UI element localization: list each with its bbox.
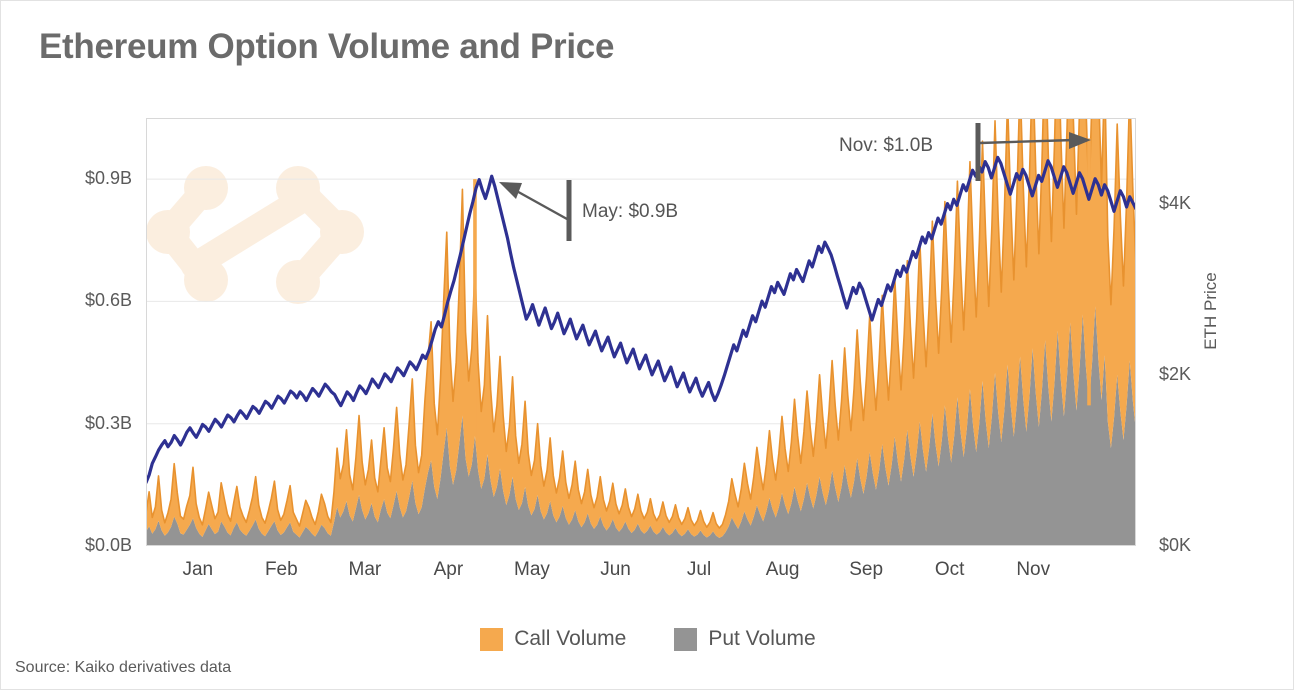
legend-swatch-put-icon	[674, 627, 698, 651]
y-axis-tick-right: $0K	[1159, 535, 1192, 555]
annotation-nov-label: Nov: $1.0B	[839, 135, 933, 156]
plot-border	[146, 118, 1136, 546]
y-axis-tick-left: $0.9B	[84, 168, 132, 189]
area-call-volume	[146, 118, 1136, 538]
x-axis-tick-jun: Jun	[600, 559, 631, 580]
y-axis-tick-right: $2K	[1159, 363, 1192, 384]
legend-item-call-volume[interactable]: Call Volume	[480, 627, 626, 651]
legend-item-put-volume[interactable]: Put Volume	[674, 627, 816, 651]
x-axis-tick-nov: Nov	[1016, 559, 1051, 580]
source-caption: Source: Kaiko derivatives data	[15, 659, 232, 676]
x-axis-tick-aug: Aug	[765, 559, 800, 580]
y-axis-label-right: ETH Price	[1201, 272, 1220, 350]
annotation-may-label: May: $0.9B	[582, 201, 679, 222]
x-axis-tick-sep: Sep	[849, 559, 884, 580]
legend-label-put: Put Volume	[708, 627, 816, 650]
y-axis-tick-left: $0.6B	[84, 290, 132, 311]
kaiko-watermark-logo	[146, 166, 364, 304]
legend-label-call: Call Volume	[514, 627, 627, 650]
y-axis-tick-left: $0.3B	[84, 412, 132, 433]
area-call-outline	[146, 118, 1136, 529]
line-eth-price	[146, 155, 1136, 485]
x-axis-tick-may: May	[514, 559, 550, 580]
area-put-volume	[146, 306, 1136, 546]
x-axis-tick-feb: Feb	[264, 559, 298, 580]
y-axis-tick-left: $0.0B	[84, 535, 132, 555]
chart-plot-svg	[146, 118, 1136, 546]
page-title: Ethereum Option Volume and Price	[39, 27, 615, 66]
x-axis-tick-jul: Jul	[686, 559, 712, 580]
plot-area	[146, 118, 1136, 546]
legend-swatch-call-icon	[480, 627, 504, 651]
chart-legend: Call Volume Put Volume	[1, 627, 1294, 651]
chart-series	[146, 118, 1136, 546]
x-axis-tick-jan: Jan	[182, 559, 214, 580]
x-axis-tick-oct: Oct	[934, 559, 965, 580]
x-axis-tick-apr: Apr	[433, 559, 464, 580]
y-axis-tick-right: $4K	[1159, 192, 1192, 213]
x-axis-tick-mar: Mar	[348, 559, 382, 580]
